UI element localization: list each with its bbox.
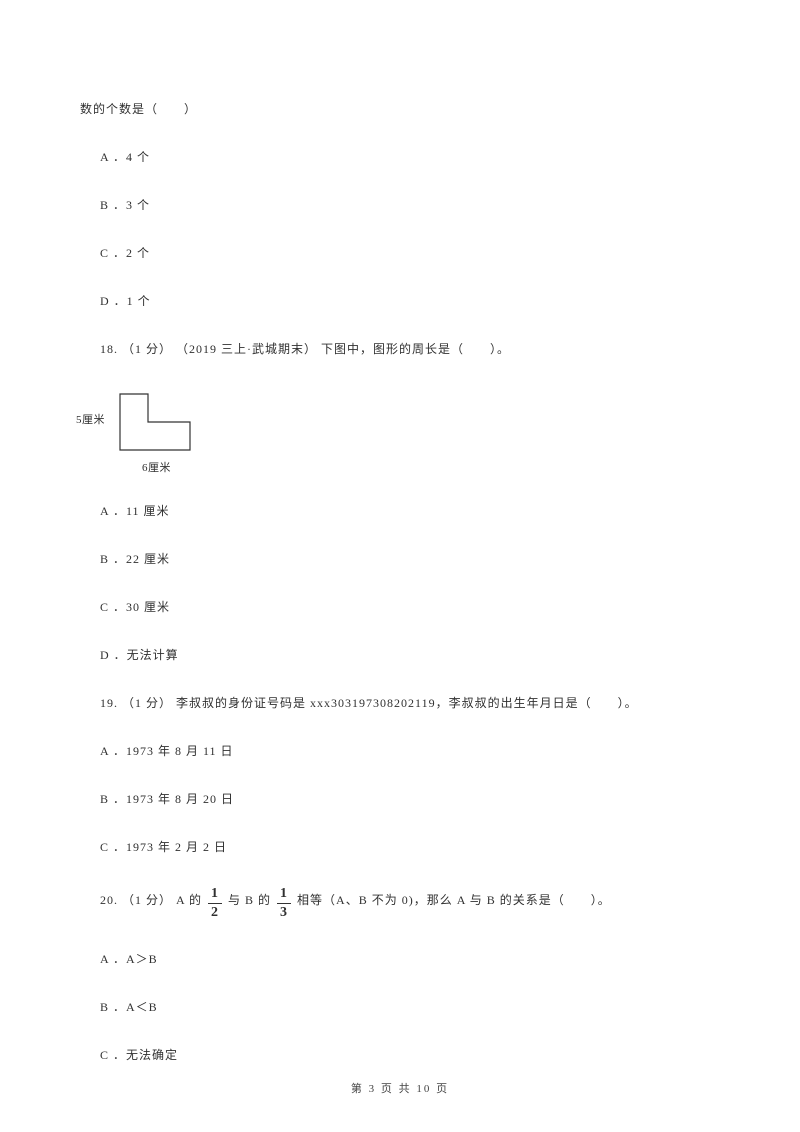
q18-stem-text: 下图中，图形的周长是（ ）。 <box>321 342 510 356</box>
q18-option-a: A ．11 厘米 <box>100 502 720 520</box>
page: 数的个数是（ ） A ．4 个 B ．3 个 C ．2 个 D ．1 个 18.… <box>0 0 800 1132</box>
q20-option-a: A ．A＞B <box>100 950 720 968</box>
q17-option-c: C ．2 个 <box>100 244 720 262</box>
q20-frac-1: 1 2 <box>208 887 222 920</box>
q17-option-b: B ．3 个 <box>100 196 720 214</box>
q18-option-d: D ．无法计算 <box>100 646 720 664</box>
q20-frac1-den: 2 <box>208 904 222 920</box>
q20-frac-2: 1 3 <box>277 887 291 920</box>
content-column: 数的个数是（ ） A ．4 个 B ．3 个 C ．2 个 D ．1 个 18.… <box>80 100 720 1094</box>
q18-figure-svg <box>80 388 260 468</box>
q18-option-b: B ．22 厘米 <box>100 550 720 568</box>
q19-stem: 19. （1 分） 李叔叔的身份证号码是 xxx303197308202119，… <box>100 694 720 712</box>
q20-post: 相等（A、B 不为 0)，那么 A 与 B 的关系是（ ）。 <box>297 893 611 907</box>
q20-number: 20. <box>100 893 118 907</box>
q19-option-a: A ．1973 年 8 月 11 日 <box>100 742 720 760</box>
q18-source: （2019 三上·武城期末） <box>176 342 317 356</box>
q20-option-c: C ．无法确定 <box>100 1046 720 1064</box>
q20-option-b: B ．A＜B <box>100 998 720 1016</box>
q18-stem: 18. （1 分） （2019 三上·武城期末） 下图中，图形的周长是（ ）。 <box>100 340 720 358</box>
q18-figure-left-label: 5厘米 <box>76 412 105 429</box>
q20-points: （1 分） <box>122 893 172 907</box>
q18-figure-shape <box>120 394 190 450</box>
q19-points: （1 分） <box>122 696 172 710</box>
q20-frac2-den: 3 <box>277 904 291 920</box>
q19-number: 19. <box>100 696 118 710</box>
q17-option-d: D ．1 个 <box>100 292 720 310</box>
page-footer: 第 3 页 共 10 页 <box>0 1080 800 1096</box>
q17-stem-fragment: 数的个数是（ ） <box>80 100 720 118</box>
q18-figure-bottom-label: 6厘米 <box>142 460 171 477</box>
q18-points: （1 分） <box>122 342 172 356</box>
q20-frac1-num: 1 <box>208 887 222 904</box>
q20-stem: 20. （1 分） A 的 1 2 与 B 的 1 3 相等（A、B 不为 0)… <box>100 886 720 920</box>
q19-option-c: C ．1973 年 2 月 2 日 <box>100 838 720 856</box>
q18-option-c: C ．30 厘米 <box>100 598 720 616</box>
q18-figure: 5厘米 6厘米 <box>80 388 260 478</box>
q20-mid: 与 B 的 <box>228 893 271 907</box>
q18-number: 18. <box>100 342 118 356</box>
q20-pre: A 的 <box>176 893 202 907</box>
q19-option-b: B ．1973 年 8 月 20 日 <box>100 790 720 808</box>
q20-frac2-num: 1 <box>277 887 291 904</box>
q17-option-a: A ．4 个 <box>100 148 720 166</box>
q19-stem-text: 李叔叔的身份证号码是 xxx303197308202119，李叔叔的出生年月日是… <box>176 696 638 710</box>
